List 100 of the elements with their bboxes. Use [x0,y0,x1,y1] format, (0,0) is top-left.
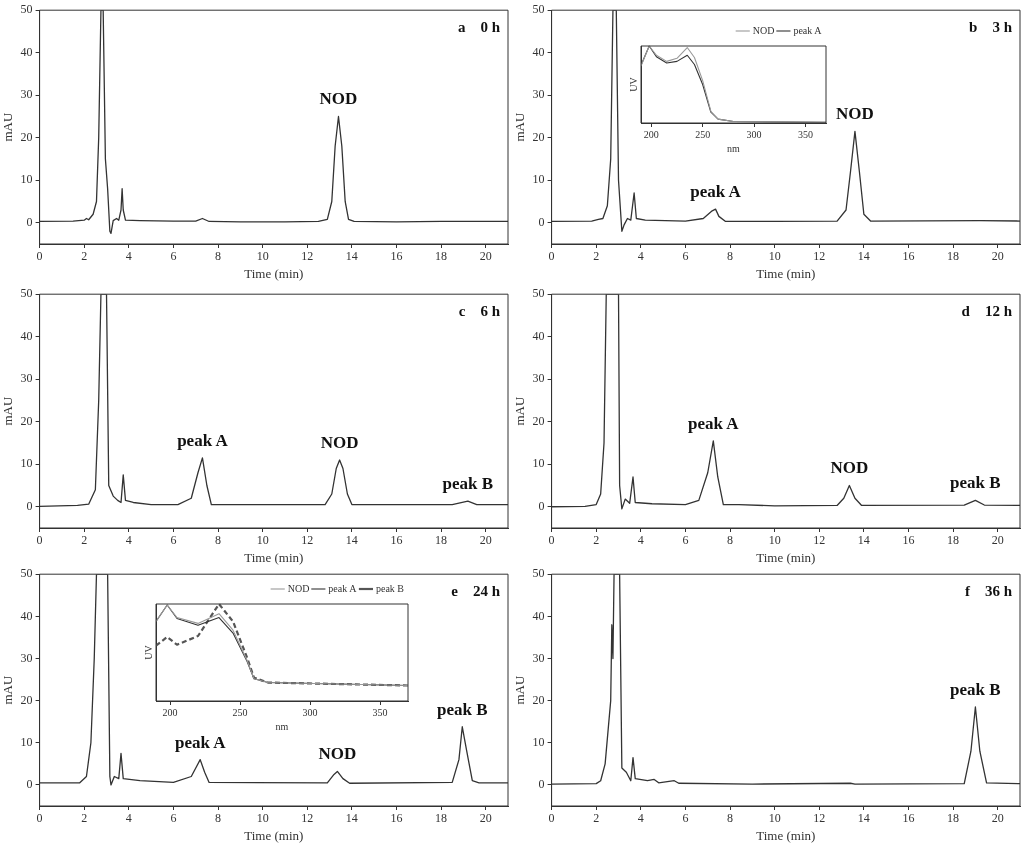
y-tick-label: 40 [532,44,545,59]
x-tick-label: 4 [637,533,644,548]
legend-label: peak A [328,582,358,594]
x-axis-title: Time (min) [244,827,304,843]
x-tick-label: 300 [746,128,762,140]
x-tick-label: 10 [768,249,781,264]
annotation: NOD [319,89,358,109]
y-tick-label: 30 [20,371,33,386]
y-axis-title: mAU [0,112,16,142]
x-tick-label: 8 [215,533,222,548]
x-tick-label: 16 [902,249,915,264]
text: f 36 h [964,582,1013,599]
x-axis-title: Time (min) [244,265,304,281]
x-tick-label: 18 [435,533,448,548]
y-tick-label: 50 [532,286,545,301]
legend-label: peak A [793,24,823,36]
x-tick-label: 2 [81,533,88,548]
y-tick-label: 50 [20,2,33,17]
annotation: NOD [318,744,357,764]
x-tick-label: 0 [36,249,43,264]
x-tick-label: 18 [435,811,448,826]
x-tick-label: 6 [682,249,689,264]
x-tick-label: 8 [215,811,222,826]
x-tick-label: 300 [302,706,318,718]
x-tick-label: 10 [256,249,269,264]
x-tick-label: 0 [548,533,555,548]
y-tick-label: 0 [26,777,33,792]
legend-label: peak B [375,582,405,594]
x-tick-label: 12 [301,811,314,826]
legend-label: NOD [287,582,310,594]
x-tick-label: 16 [902,533,915,548]
annotation: peak A [688,413,740,433]
y-tick-label: 40 [20,328,33,343]
x-axis-title: Time (min) [756,827,816,843]
x-tick-label: 2 [81,249,88,264]
annotation: peak A [174,732,227,752]
y-tick-label: 20 [532,413,545,428]
x-tick-label: 4 [637,811,644,826]
y-tick-label: 10 [532,734,545,749]
text: b 3 h [969,18,1013,35]
annotation: NOD [836,104,874,124]
x-tick-label: 14 [345,249,358,264]
x-axis-title: Time (min) [756,265,816,281]
x-tick-label: 14 [345,811,358,826]
x-tick-label: 10 [768,533,781,548]
x-tick-label: 8 [727,811,734,826]
x-tick-label: 16 [390,533,403,548]
y-axis-title: UV [142,644,154,660]
y-tick-label: 20 [532,692,545,707]
x-axis-title: nm [275,720,289,732]
x-tick-label: 12 [301,533,314,548]
x-tick-label: 20 [991,249,1004,264]
x-tick-label: 0 [548,811,555,826]
y-tick-label: 30 [20,87,33,102]
x-tick-label: 350 [372,706,388,718]
x-tick-label: 8 [727,249,734,264]
x-tick-label: 200 [643,128,659,140]
x-tick-label: 14 [857,533,870,548]
annotation: peak A [177,430,229,450]
x-axis-title: Time (min) [756,549,816,565]
y-tick-label: 0 [26,498,33,513]
x-tick-label: 8 [215,249,222,264]
x-tick-label: 10 [256,533,269,548]
x-tick-label: 18 [947,249,960,264]
y-axis-title: UV [627,76,639,92]
x-tick-label: 12 [813,533,826,548]
x-tick-label: 200 [162,706,178,718]
x-tick-label: 2 [593,533,600,548]
x-tick-label: 18 [435,249,448,264]
y-axis-title: mAU [512,112,528,142]
x-tick-label: 4 [125,533,132,548]
x-tick-label: 2 [593,811,600,826]
x-tick-label: 4 [125,811,132,826]
y-tick-label: 0 [538,498,545,513]
x-tick-label: 4 [637,249,644,264]
y-tick-label: 20 [20,692,33,707]
y-tick-label: 30 [532,371,545,386]
y-tick-label: 0 [26,214,33,229]
annotation: NOD [320,432,359,452]
x-tick-label: 6 [682,811,689,826]
x-tick-label: 350 [797,128,813,140]
x-tick-label: 8 [727,533,734,548]
y-tick-label: 40 [532,328,545,343]
x-tick-label: 12 [301,249,314,264]
y-axis-title: mAU [0,675,16,705]
annotation: peak B [442,474,494,494]
y-tick-label: 0 [538,777,545,792]
text: c 6 h [458,302,501,319]
x-axis-title: Time (min) [244,549,304,565]
y-tick-label: 10 [532,172,545,187]
y-tick-label: 50 [20,286,33,301]
y-tick-label: 50 [532,2,545,17]
x-tick-label: 2 [593,249,600,264]
x-axis-title: nm [727,142,741,154]
x-tick-label: 6 [682,533,689,548]
x-tick-label: 16 [902,811,915,826]
annotation: peak A [690,182,742,202]
y-axis-title: mAU [0,396,16,426]
x-tick-label: 250 [232,706,248,718]
y-tick-label: 40 [20,44,33,59]
